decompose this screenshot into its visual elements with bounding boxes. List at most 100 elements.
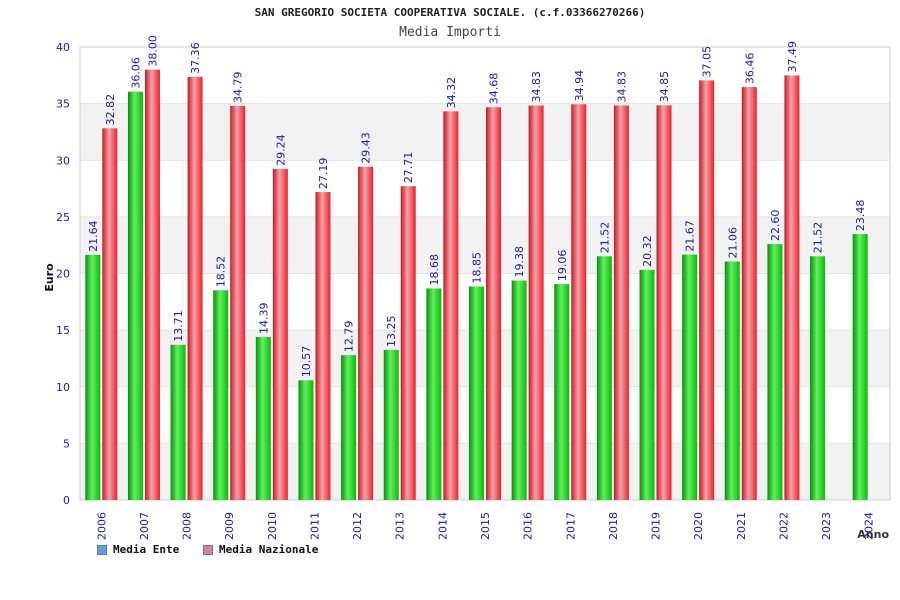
x-tick-label: 2015 [479, 512, 492, 540]
data-label-media-nazionale: 34.83 [530, 71, 543, 103]
x-tick-label: 2023 [820, 512, 833, 540]
y-tick-label: 25 [56, 211, 70, 224]
data-label-media-ente: 18.52 [215, 256, 228, 287]
bar-media-ente [852, 234, 868, 501]
data-label-media-nazionale: 27.71 [402, 152, 415, 184]
data-label-media-nazionale: 34.85 [658, 71, 671, 103]
data-label-media-ente: 18.68 [428, 254, 441, 286]
bar-media-ente [213, 290, 229, 500]
data-label-media-nazionale: 37.49 [786, 41, 799, 73]
bar-media-ente [682, 254, 698, 500]
data-label-media-ente: 10.57 [300, 346, 313, 378]
data-label-media-ente: 13.71 [172, 310, 185, 342]
data-label-media-ente: 21.67 [684, 220, 697, 252]
bar-media-nazionale [656, 105, 672, 500]
bar-media-ente [554, 284, 570, 500]
y-tick-label: 30 [56, 154, 70, 167]
data-label-media-nazionale: 34.32 [445, 77, 458, 109]
x-tick-label: 2019 [650, 512, 663, 540]
x-tick-label: 2022 [777, 512, 790, 540]
data-label-media-nazionale: 29.43 [360, 132, 373, 164]
x-tick-label: 2024 [863, 512, 876, 540]
bar-media-nazionale [486, 107, 501, 501]
x-tick-label: 2006 [95, 512, 108, 540]
legend-label-media-nazionale: Media Nazionale [219, 543, 319, 556]
x-tick-label: 2013 [394, 512, 407, 540]
x-tick-label: 2016 [522, 512, 535, 540]
bar-media-nazionale [315, 192, 331, 501]
bar-media-nazionale [443, 111, 459, 501]
data-label-media-nazionale: 32.82 [104, 94, 117, 126]
bar-media-ente [469, 286, 484, 500]
bar-media-nazionale [741, 87, 757, 500]
data-label-media-ente: 18.85 [471, 252, 484, 284]
bar-media-nazionale [272, 168, 288, 500]
data-label-media-ente: 23.48 [854, 200, 867, 232]
bar-media-ente [383, 349, 399, 500]
bar-media-nazionale [613, 105, 629, 501]
data-label-media-ente: 36.06 [129, 57, 142, 89]
legend-item-media-ente: Media Ente [97, 543, 179, 556]
legend-label-media-ente: Media Ente [113, 543, 180, 556]
data-label-media-nazionale: 36.46 [743, 53, 756, 85]
x-tick-label: 2007 [138, 512, 151, 540]
data-label-media-nazionale: 27.19 [317, 158, 330, 190]
bar-media-nazionale [187, 76, 203, 500]
bar-media-nazionale [699, 80, 715, 500]
x-tick-label: 2009 [223, 512, 236, 540]
bar-media-nazionale [784, 75, 800, 500]
data-label-media-ente: 21.52 [598, 222, 611, 254]
x-tick-label: 2018 [607, 512, 620, 540]
plot-border [79, 46, 891, 501]
data-label-media-nazionale: 38.00 [146, 35, 159, 67]
bar-media-ente [127, 91, 143, 501]
bar-media-ente [341, 355, 357, 500]
data-label-media-nazionale: 37.36 [189, 42, 202, 74]
data-label-media-nazionale: 34.94 [573, 70, 586, 102]
data-label-media-nazionale: 34.83 [615, 71, 628, 103]
data-label-media-ente: 20.32 [641, 235, 654, 267]
x-axis-label: Anno [857, 528, 889, 541]
bar-media-nazionale [571, 104, 587, 500]
data-label-media-nazionale: 34.68 [488, 73, 501, 105]
x-tick-label: 2020 [692, 512, 705, 540]
bar-media-ente [511, 280, 527, 500]
y-tick-label: 10 [56, 381, 70, 394]
data-label-media-ente: 19.06 [556, 250, 569, 282]
data-label-media-nazionale: 34.79 [232, 72, 245, 103]
bar-media-ente [85, 254, 101, 500]
x-tick-label: 2021 [735, 512, 748, 540]
data-label-media-nazionale: 37.05 [701, 46, 714, 78]
bar-media-ente [596, 256, 612, 500]
legend-swatch-media-nazionale [203, 544, 213, 555]
y-tick-label: 20 [56, 268, 70, 281]
bar-media-ente [170, 344, 186, 500]
chart-title: SAN GREGORIO SOCIETA COOPERATIVA SOCIALE… [254, 6, 646, 19]
bar-media-nazionale [358, 166, 374, 500]
data-label-media-nazionale: 29.24 [274, 134, 287, 166]
chart-subtitle: Media Importi [399, 25, 501, 40]
data-label-media-ente: 21.52 [812, 222, 825, 254]
bar-media-ente [767, 244, 783, 500]
y-tick-label: 15 [56, 324, 70, 337]
bar-media-nazionale [528, 105, 544, 501]
bar-media-ente [810, 256, 826, 500]
bar-media-ente [426, 288, 442, 500]
data-label-media-ente: 14.39 [257, 303, 270, 335]
bar-media-ente [255, 337, 271, 500]
x-tick-label: 2012 [351, 512, 364, 540]
y-tick-label: 35 [56, 98, 70, 111]
x-tick-label: 2011 [308, 512, 321, 540]
legend-item-media-nazionale: Media Nazionale [203, 543, 318, 556]
legend-swatch-media-ente [97, 544, 107, 555]
data-label-media-ente: 19.38 [513, 246, 526, 278]
x-tick-label: 2014 [436, 512, 449, 540]
x-tick-label: 2010 [266, 512, 279, 540]
x-tick-label: 2017 [564, 512, 577, 540]
bar-media-ente [724, 261, 740, 500]
y-tick-label: 5 [63, 437, 70, 450]
y-axis-label: Euro [43, 263, 56, 292]
bar-media-ente [298, 380, 314, 500]
